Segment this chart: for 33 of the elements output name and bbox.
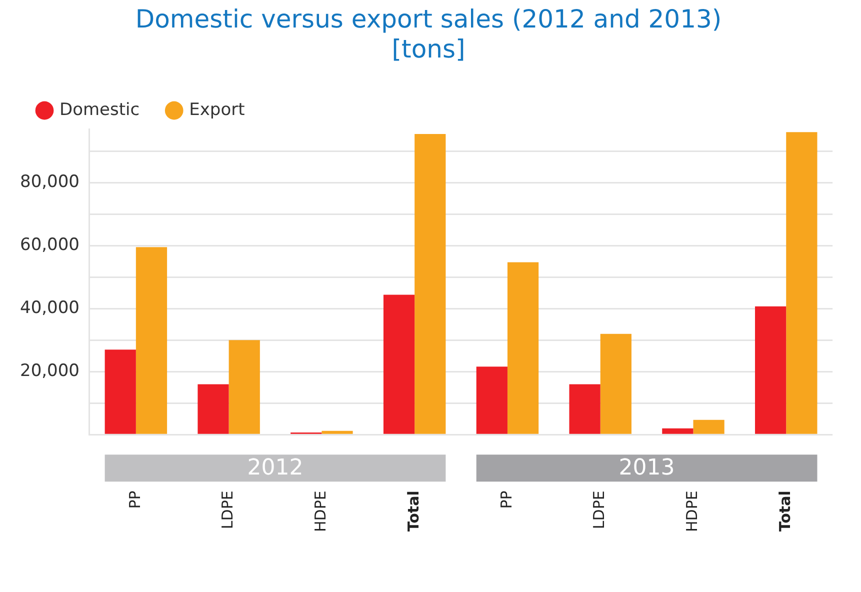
chart-subtitle: [tons] [392, 34, 466, 64]
x-tick-label: Total [404, 490, 422, 532]
legend-label: Export [189, 100, 246, 120]
bar [755, 306, 786, 434]
bar [104, 350, 136, 434]
x-tick-label: HDPE [312, 490, 330, 532]
text: 2013 [618, 455, 675, 480]
bar [507, 262, 539, 434]
x-tick-label: HDPE [683, 490, 702, 532]
y-tick-label: 20,000 [20, 361, 80, 382]
bar [228, 340, 260, 434]
bar [786, 132, 818, 434]
bar [322, 430, 353, 434]
bar [600, 334, 632, 434]
x-tick-label: LDPE [590, 490, 608, 530]
chart-title: Domestic versus export sales (2012 and 2013) [135, 4, 722, 34]
bar [693, 420, 724, 434]
x-tick-label: PP [126, 490, 144, 509]
legend-label: Domestic [60, 100, 140, 120]
bar [569, 384, 600, 434]
x-tick-label: LDPE [218, 490, 237, 530]
bar [198, 384, 229, 434]
x-tick-label: Total [776, 490, 794, 532]
bar [476, 366, 508, 434]
bar [136, 247, 168, 434]
bar [662, 428, 694, 434]
x-tick-label: PP [497, 490, 516, 509]
bar [383, 294, 415, 434]
y-tick-label: 40,000 [20, 298, 80, 318]
bar [414, 134, 446, 434]
y-tick-label: 60,000 [20, 235, 80, 256]
y-tick-label: 80,000 [20, 172, 80, 192]
text: 2012 [247, 455, 304, 480]
